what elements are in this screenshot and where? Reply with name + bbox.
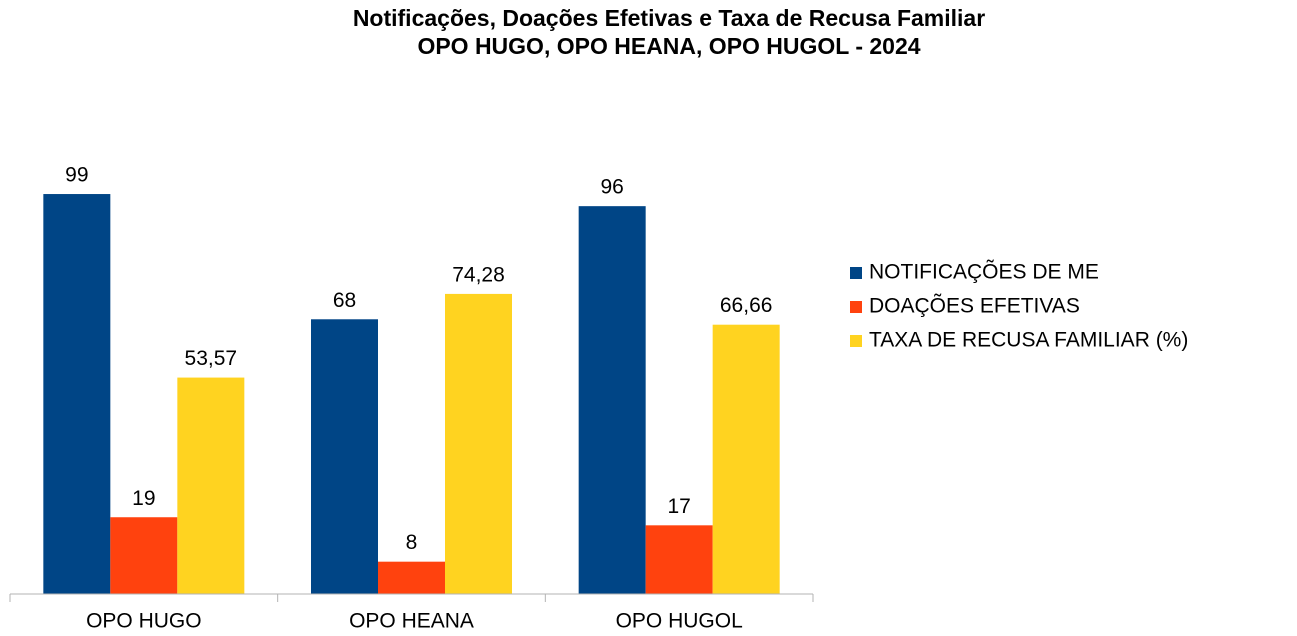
bar — [712, 324, 780, 594]
bar — [43, 194, 111, 595]
legend-swatch — [850, 335, 862, 347]
data-label: 19 — [132, 487, 155, 510]
bar — [645, 525, 713, 594]
data-label: 74,28 — [452, 263, 505, 286]
data-label: 53,57 — [185, 347, 238, 370]
x-tick-label: OPO HEANA — [349, 610, 474, 633]
data-label: 96 — [600, 176, 623, 199]
data-label: 66,66 — [720, 294, 773, 317]
data-label: 99 — [65, 164, 88, 187]
bar — [311, 319, 378, 594]
chart-subtitle: OPO HUGO, OPO HEANA, OPO HUGOL - 2024 — [417, 33, 920, 59]
legend-label: NOTIFICAÇÕES DE ME — [869, 260, 1099, 284]
legend-swatch — [850, 301, 862, 313]
bar — [578, 206, 646, 594]
bar — [378, 561, 445, 594]
data-label: 17 — [667, 495, 690, 518]
chart-title: Notificações, Doações Efetivas e Taxa de… — [353, 5, 985, 31]
bar — [110, 517, 178, 594]
x-tick-label: OPO HUGO — [86, 610, 202, 633]
data-label: 68 — [333, 289, 356, 312]
data-label: 8 — [406, 531, 418, 554]
legend-label: DOAÇÕES EFETIVAS — [869, 294, 1080, 318]
x-tick-label: OPO HUGOL — [616, 610, 743, 633]
legend-swatch — [850, 267, 862, 279]
bar — [445, 293, 512, 594]
bar — [177, 377, 245, 594]
legend-label: TAXA DE RECUSA FAMILIAR (%) — [869, 329, 1188, 352]
